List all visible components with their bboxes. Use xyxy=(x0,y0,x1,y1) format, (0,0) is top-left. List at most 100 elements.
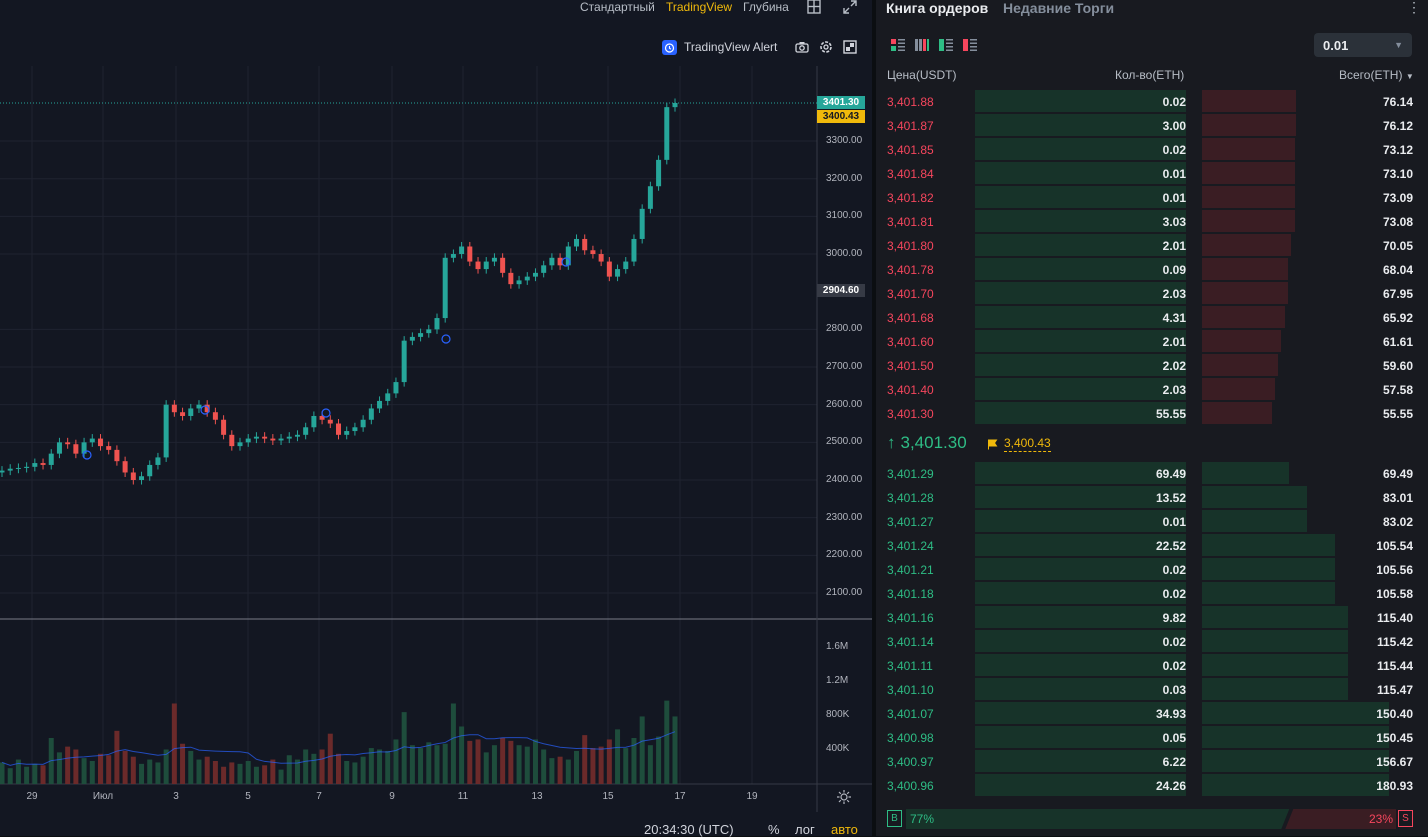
ask-row[interactable]: 3,401.40 2.03 57.58 xyxy=(876,378,1428,400)
candle[interactable] xyxy=(541,265,547,273)
candle[interactable] xyxy=(24,466,30,468)
candle[interactable] xyxy=(311,415,317,428)
candle[interactable] xyxy=(7,468,13,471)
orderbook-both-icon[interactable] xyxy=(891,39,905,51)
candle[interactable] xyxy=(188,408,194,416)
orderbook-bids-icon[interactable] xyxy=(939,39,953,51)
candle[interactable] xyxy=(672,103,678,108)
candle[interactable] xyxy=(631,238,637,262)
candle[interactable] xyxy=(516,280,522,285)
candle[interactable] xyxy=(606,261,612,277)
candle[interactable] xyxy=(491,257,497,262)
candle[interactable] xyxy=(549,257,555,266)
bid-row[interactable]: 3,401.29 69.49 69.49 xyxy=(876,462,1428,484)
candle[interactable] xyxy=(204,404,210,413)
candle[interactable] xyxy=(434,318,440,330)
candle[interactable] xyxy=(385,393,391,401)
candle[interactable] xyxy=(656,159,662,187)
candle[interactable] xyxy=(278,438,284,441)
ask-row[interactable]: 3,401.85 0.02 73.12 xyxy=(876,138,1428,160)
candle[interactable] xyxy=(56,442,62,454)
candle[interactable] xyxy=(368,408,374,420)
bid-row[interactable]: 3,401.14 0.02 115.42 xyxy=(876,630,1428,652)
candle[interactable] xyxy=(253,436,259,439)
candle[interactable] xyxy=(483,261,489,270)
bid-row[interactable]: 3,400.97 6.22 156.67 xyxy=(876,750,1428,772)
candle[interactable] xyxy=(89,438,95,443)
candle[interactable] xyxy=(73,444,79,454)
event-marker[interactable] xyxy=(82,450,92,460)
event-marker[interactable] xyxy=(200,405,210,415)
bid-row[interactable]: 3,401.10 0.03 115.47 xyxy=(876,678,1428,700)
candle[interactable] xyxy=(508,272,514,285)
candle[interactable] xyxy=(623,261,629,270)
bid-row[interactable]: 3,401.27 0.01 83.02 xyxy=(876,510,1428,532)
bid-row[interactable]: 3,401.28 13.52 83.01 xyxy=(876,486,1428,508)
candle[interactable] xyxy=(450,254,456,258)
candle[interactable] xyxy=(615,269,621,277)
candle[interactable] xyxy=(122,461,128,473)
ask-row[interactable]: 3,401.70 2.03 67.95 xyxy=(876,282,1428,304)
candle[interactable] xyxy=(327,419,333,424)
candle[interactable] xyxy=(32,463,38,467)
ask-row[interactable]: 3,401.30 55.55 55.55 xyxy=(876,402,1428,424)
candle[interactable] xyxy=(459,246,465,255)
candle[interactable] xyxy=(48,453,54,465)
candle[interactable] xyxy=(114,449,120,462)
candle[interactable] xyxy=(409,336,415,341)
tab-orderbook[interactable]: Книга ордеров xyxy=(886,0,989,16)
chart-layout-icon[interactable] xyxy=(842,39,858,55)
candle[interactable] xyxy=(286,436,292,439)
candle[interactable] xyxy=(426,329,432,334)
candle[interactable] xyxy=(270,438,276,441)
auto-scale-toggle[interactable]: авто xyxy=(831,822,858,837)
col-header-total[interactable]: Всего(ETH) ▼ xyxy=(1339,68,1414,82)
candle[interactable] xyxy=(155,457,161,465)
more-options-icon[interactable]: ⋮ xyxy=(1407,0,1421,15)
bid-row[interactable]: 3,401.21 0.02 105.56 xyxy=(876,558,1428,580)
candle[interactable] xyxy=(565,246,571,266)
fullscreen-icon[interactable] xyxy=(842,0,858,14)
candle[interactable] xyxy=(467,246,473,262)
tradingview-alert-button[interactable]: TradingView Alert xyxy=(662,38,777,56)
candle[interactable] xyxy=(664,107,670,160)
candle[interactable] xyxy=(574,238,580,247)
mark-price[interactable]: 3,400.43 xyxy=(987,436,1051,452)
ask-row[interactable]: 3,401.80 2.01 70.05 xyxy=(876,234,1428,256)
candle[interactable] xyxy=(40,463,46,465)
bid-row[interactable]: 3,401.11 0.02 115.44 xyxy=(876,654,1428,676)
grid-layout-icon[interactable] xyxy=(806,0,822,14)
candle[interactable] xyxy=(147,464,153,477)
percent-scale-toggle[interactable]: % xyxy=(768,822,780,837)
candle[interactable] xyxy=(303,427,309,435)
orderbook-asks-icon[interactable] xyxy=(963,39,977,51)
tab-standard[interactable]: Стандартный xyxy=(580,0,655,14)
utc-clock[interactable]: 20:34:30 (UTC) xyxy=(644,822,734,837)
sun-settings-icon[interactable] xyxy=(836,789,852,805)
candle[interactable] xyxy=(212,412,218,420)
candle[interactable] xyxy=(15,467,21,469)
log-scale-toggle[interactable]: лог xyxy=(795,822,815,837)
ask-row[interactable]: 3,401.87 3.00 76.12 xyxy=(876,114,1428,136)
ask-row[interactable]: 3,401.84 0.01 73.10 xyxy=(876,162,1428,184)
candle[interactable] xyxy=(180,412,186,416)
ask-row[interactable]: 3,401.82 0.01 73.09 xyxy=(876,186,1428,208)
candle[interactable] xyxy=(500,257,506,273)
candle[interactable] xyxy=(590,250,596,255)
candle[interactable] xyxy=(97,438,103,447)
candle[interactable] xyxy=(360,419,366,428)
candle[interactable] xyxy=(647,186,653,209)
candle[interactable] xyxy=(336,423,341,435)
tab-tradingview[interactable]: TradingView xyxy=(666,0,733,14)
candle[interactable] xyxy=(81,442,87,454)
bid-row[interactable]: 3,401.07 34.93 150.40 xyxy=(876,702,1428,724)
bid-row[interactable]: 3,401.24 22.52 105.54 xyxy=(876,534,1428,556)
candle[interactable] xyxy=(352,427,358,432)
panel-divider[interactable] xyxy=(872,0,876,836)
candle[interactable] xyxy=(294,434,300,437)
candle[interactable] xyxy=(344,431,350,435)
candle[interactable] xyxy=(0,470,5,473)
bid-row[interactable]: 3,400.98 0.05 150.45 xyxy=(876,726,1428,748)
candle[interactable] xyxy=(171,404,177,413)
ask-row[interactable]: 3,401.60 2.01 61.61 xyxy=(876,330,1428,352)
